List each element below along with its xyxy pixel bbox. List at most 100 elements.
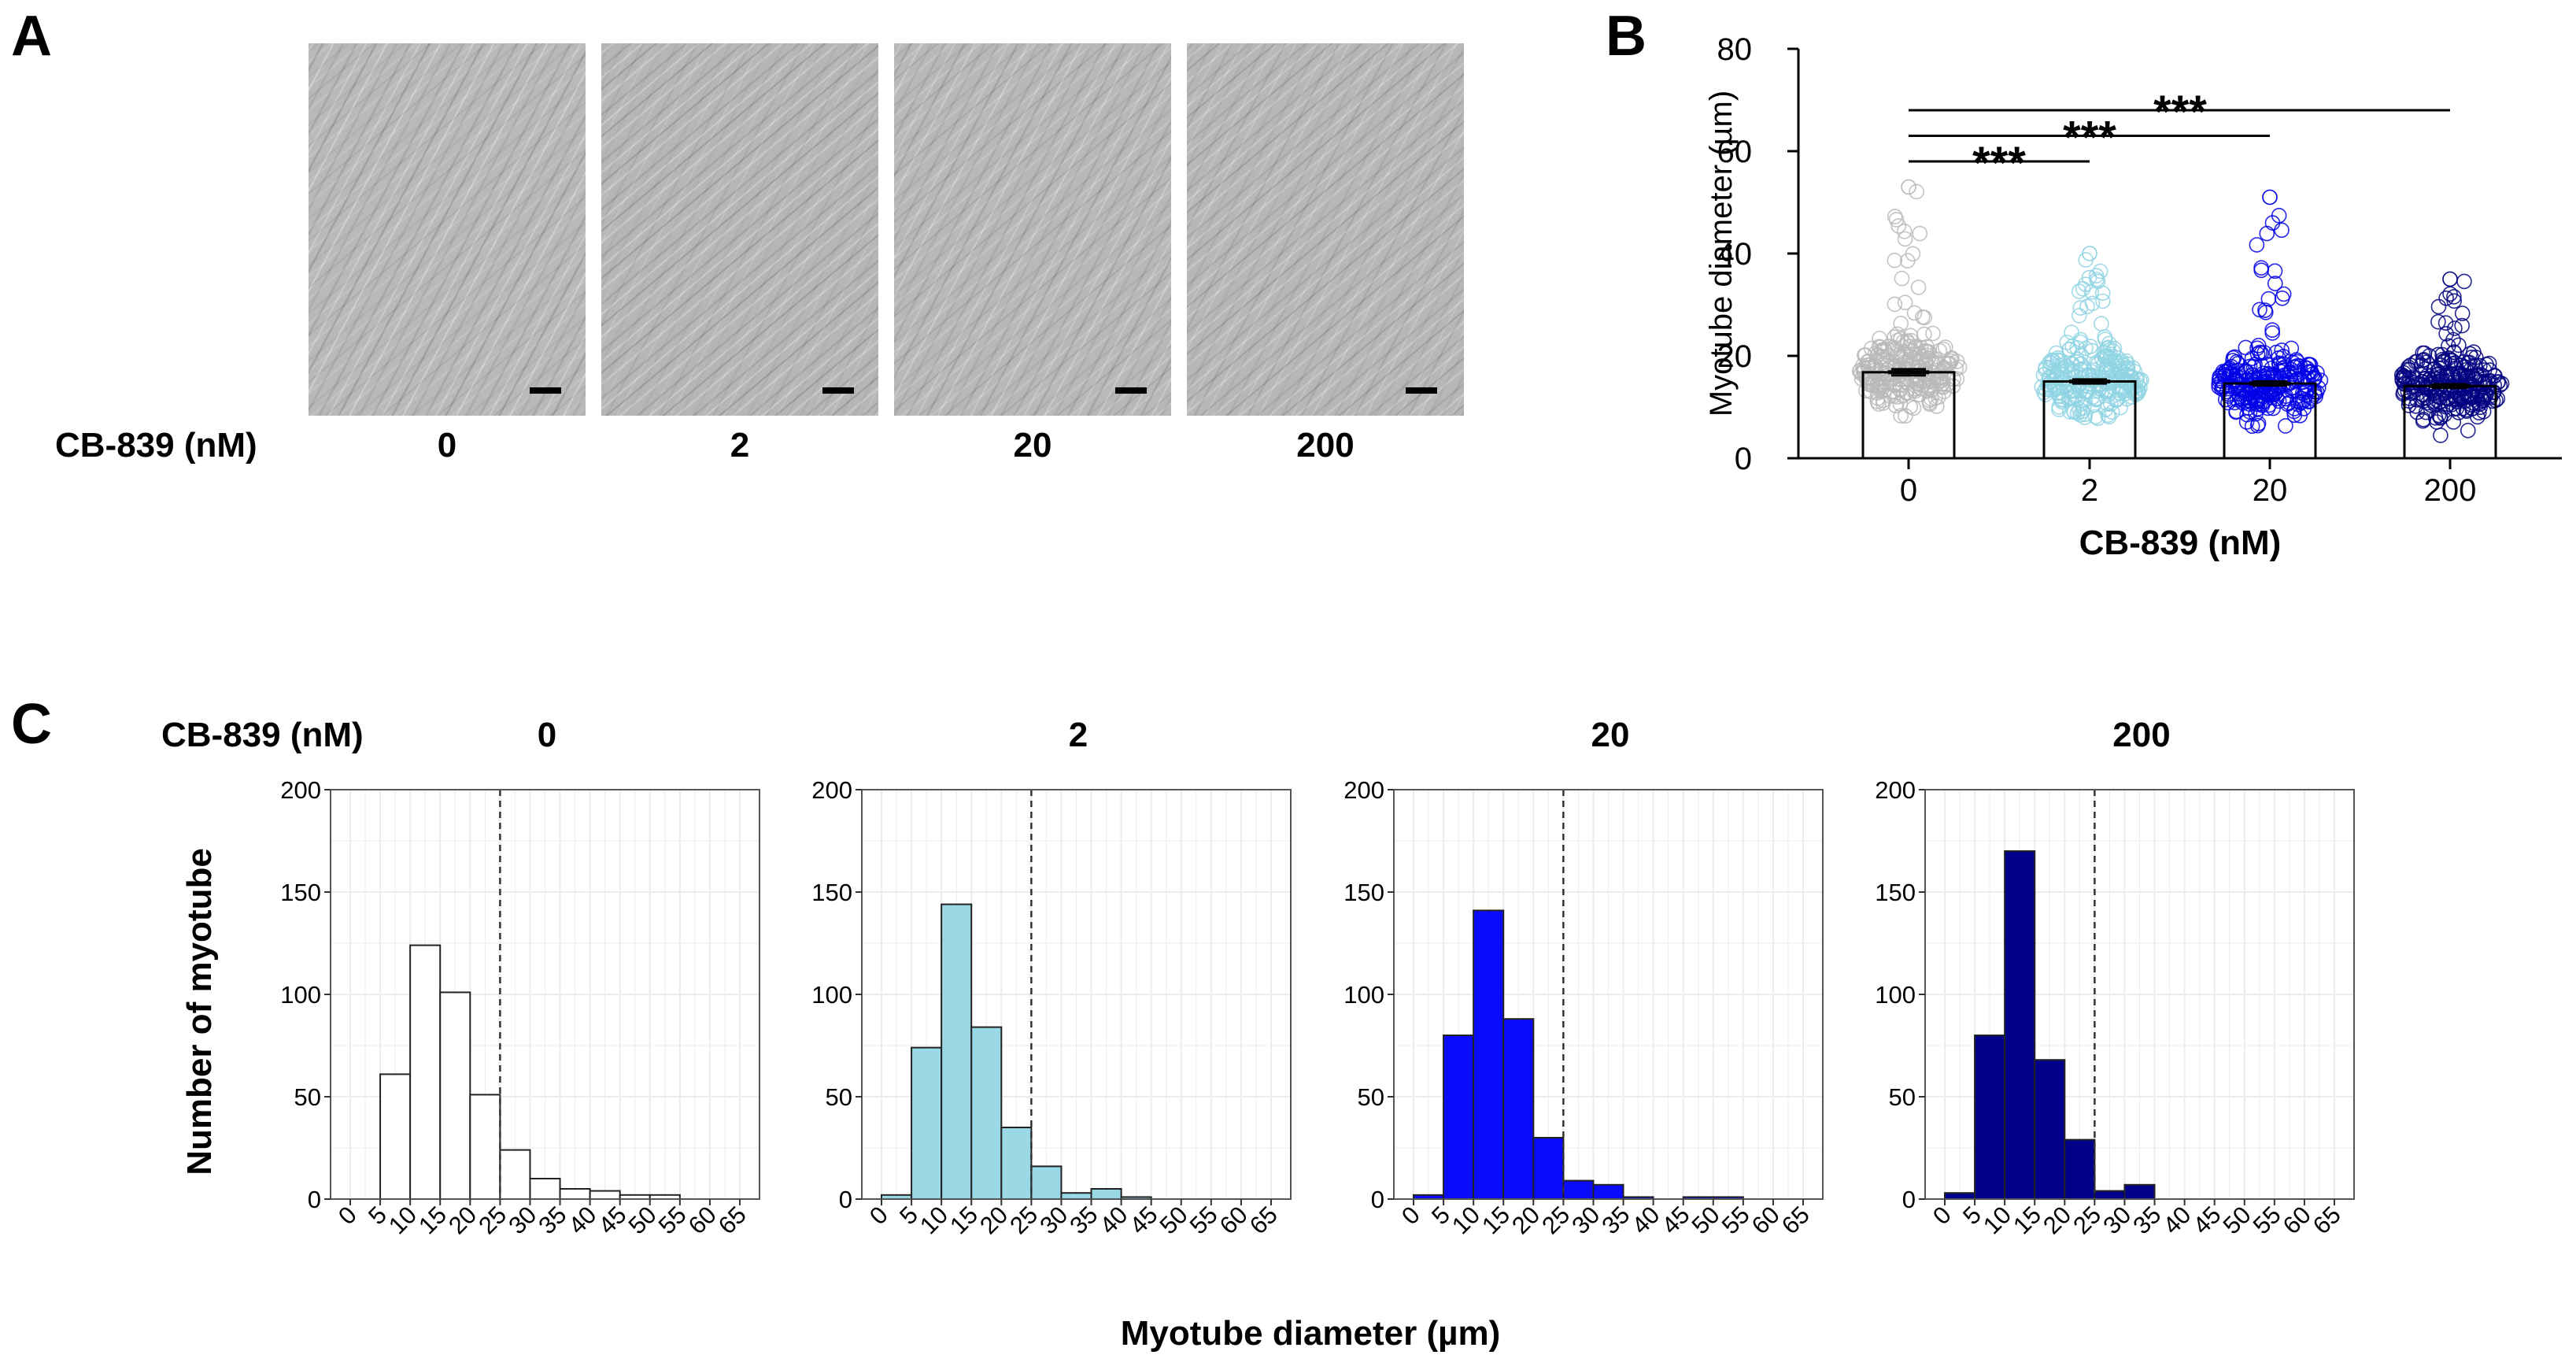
b-ytick-label-40: 40 bbox=[1717, 237, 1753, 272]
b-point bbox=[2064, 338, 2080, 354]
b-point bbox=[2432, 409, 2448, 425]
b-point bbox=[2446, 344, 2463, 361]
b-point bbox=[2218, 391, 2234, 408]
b-point bbox=[2212, 370, 2227, 387]
b-point bbox=[2441, 338, 2456, 354]
micrograph-2 bbox=[601, 43, 878, 416]
c-ytick-label-150: 150 bbox=[1875, 879, 1916, 906]
c-bar-2-15 bbox=[970, 1026, 1003, 1200]
b-point bbox=[2253, 345, 2270, 361]
b-point bbox=[1857, 347, 1872, 364]
b-point bbox=[2257, 302, 2273, 318]
b-point bbox=[2400, 398, 2417, 413]
c-ytick-label-150: 150 bbox=[280, 879, 321, 906]
b-point bbox=[2249, 417, 2266, 434]
b-point bbox=[2134, 372, 2149, 388]
b-point bbox=[2120, 356, 2135, 372]
c-ytick-label-100: 100 bbox=[1875, 981, 1916, 1009]
b-point bbox=[1910, 279, 1927, 295]
b-point bbox=[1937, 339, 1953, 355]
panel-a-conc-200: 200 bbox=[1296, 426, 1354, 465]
b-points-2 bbox=[2034, 246, 2149, 427]
b-point bbox=[1874, 359, 1890, 376]
c-ytick-label-200: 200 bbox=[1875, 776, 1916, 804]
b-axes-layer: 0 20 40 60 80 0 2 20 200 CB-839 (nM) Myo… bbox=[1704, 32, 2562, 562]
b-point bbox=[2101, 409, 2117, 425]
b-point bbox=[2100, 339, 2116, 356]
b-ytick-label-80: 80 bbox=[1717, 32, 1753, 67]
b-point bbox=[2249, 237, 2265, 253]
b-point bbox=[2433, 428, 2448, 443]
b-point bbox=[1887, 252, 1903, 268]
c-bar-20-10 bbox=[1473, 909, 1505, 1201]
b-point bbox=[2094, 285, 2111, 302]
c-xtick-label-0: 0 bbox=[1396, 1201, 1425, 1230]
b-point bbox=[2072, 407, 2088, 423]
c-bar-200-25 bbox=[2094, 1190, 2126, 1200]
b-point bbox=[2472, 357, 2488, 374]
c-ytick-label-200: 200 bbox=[1343, 776, 1384, 804]
b-point bbox=[2281, 394, 2297, 411]
b-point bbox=[2439, 365, 2455, 381]
c-bar-0-40 bbox=[589, 1190, 621, 1200]
c-bar-2-20 bbox=[1000, 1127, 1033, 1200]
b-point bbox=[2260, 291, 2277, 307]
b-point bbox=[2302, 357, 2319, 373]
panel-a-treatment-label: CB-839 (nM) bbox=[55, 426, 257, 465]
b-point bbox=[1935, 379, 1951, 395]
b-point bbox=[2072, 300, 2089, 316]
c-ytick-label-150: 150 bbox=[1343, 879, 1384, 906]
b-point bbox=[2069, 351, 2085, 368]
b-point bbox=[2088, 268, 2105, 284]
b-point bbox=[2259, 225, 2275, 242]
b-point bbox=[2312, 372, 2329, 388]
b-xtick-label-200: 200 bbox=[2424, 473, 2477, 508]
b-point bbox=[1874, 349, 1890, 365]
b-point bbox=[2446, 289, 2462, 305]
b-point bbox=[2292, 394, 2308, 410]
b-point bbox=[2453, 357, 2470, 374]
b-scatter-layer bbox=[1851, 179, 2510, 443]
panel-label-a: A bbox=[11, 5, 52, 68]
panel-b-bar-chart: 0 20 40 60 80 0 2 20 200 CB-839 (nM) Myo… bbox=[1704, 32, 2562, 562]
c-series-title-200: 200 bbox=[2112, 716, 2170, 754]
b-point bbox=[1875, 395, 1891, 411]
b-point bbox=[2075, 280, 2091, 297]
b-xtick-label-0: 0 bbox=[1900, 473, 1917, 508]
b-sig-label-200: *** bbox=[2153, 87, 2207, 138]
b-xtick-label-2: 2 bbox=[2081, 473, 2098, 508]
b-point-max bbox=[1901, 179, 1916, 195]
c-bar-20-20 bbox=[1532, 1137, 1565, 1200]
b-point bbox=[2264, 322, 2280, 339]
b-point bbox=[2418, 404, 2434, 420]
b-point bbox=[2430, 298, 2447, 315]
b-points-20 bbox=[2211, 189, 2329, 435]
b-point bbox=[2056, 378, 2072, 394]
b-point bbox=[1903, 332, 1919, 349]
panel-a-conc-2: 2 bbox=[730, 426, 749, 465]
c-bar-200-0 bbox=[1944, 1192, 1976, 1200]
b-point bbox=[2470, 409, 2485, 425]
c-series-title-20: 20 bbox=[1591, 716, 1630, 754]
b-point bbox=[2489, 374, 2506, 391]
b-point bbox=[2394, 367, 2410, 383]
c-bar-0-35 bbox=[559, 1188, 591, 1200]
c-bar-2-35 bbox=[1090, 1188, 1122, 1200]
c-treatment-label: CB-839 (nM) bbox=[161, 716, 364, 754]
c-bar-0-20 bbox=[469, 1094, 501, 1201]
b-point bbox=[2249, 340, 2265, 357]
b-point bbox=[1887, 209, 1903, 224]
b-point bbox=[2477, 374, 2493, 391]
b-point bbox=[2412, 376, 2428, 392]
b-sig-label-2: *** bbox=[1972, 138, 2026, 189]
b-point bbox=[2092, 263, 2108, 279]
panel-a-images: CB-839 (nM) 0 2 20 200 bbox=[55, 43, 1464, 465]
b-point bbox=[2417, 361, 2434, 377]
b-point bbox=[1887, 377, 1902, 394]
b-point bbox=[1893, 315, 1909, 331]
b-point bbox=[2447, 320, 2463, 336]
b-point bbox=[2237, 372, 2253, 389]
b-point bbox=[1878, 374, 1894, 390]
b-point bbox=[1896, 223, 1913, 239]
